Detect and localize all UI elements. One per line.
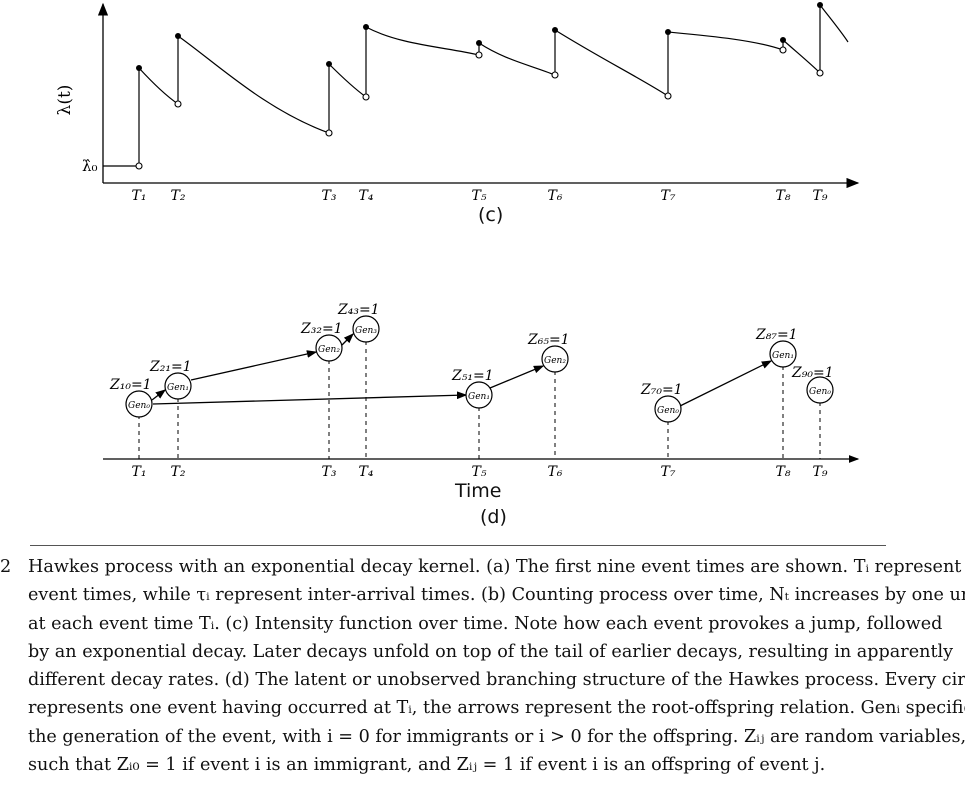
figure-number: 2 (0, 557, 12, 577)
event-nodes (125, 315, 834, 423)
d-tick-label-t1: T₁ (132, 464, 147, 480)
node-event-7 (654, 395, 682, 423)
panel-d-label: (d) (480, 506, 507, 528)
node-event-6 (541, 345, 569, 373)
gen-label-6: Gen₂ (544, 356, 566, 366)
caption-divider (30, 545, 886, 546)
generation-labels: Gen₀ Gen₁ Gen₂ Gen₃ Gen₁ Gen₂ Gen₀ Gen₁ … (128, 326, 831, 416)
caption-line-1: Hawkes process with an exponential decay… (28, 557, 962, 577)
panel-c-label: (c) (478, 204, 504, 226)
gen-label-5: Gen₁ (468, 392, 490, 402)
caption-line-2: event times, while τᵢ represent inter-ar… (28, 585, 965, 606)
baseline-label: λ̂₀ (82, 157, 98, 175)
z-label-1: Z₁₀=1 (109, 377, 152, 393)
time-axis-label: Time (455, 480, 502, 502)
gen-label-7: Gen₀ (657, 406, 679, 416)
tick-label-t5: T₅ (472, 188, 487, 204)
tick-label-t4: T₄ (359, 188, 374, 204)
z-label-3: Z₃₂=1 (300, 321, 343, 337)
node-event-1 (125, 390, 153, 418)
z-label-8: Z₈₇=1 (755, 327, 798, 343)
y-axis-label: λ(t) (55, 85, 75, 116)
pre-jump-markers (135, 46, 824, 170)
d-tick-label-t2: T₂ (171, 464, 186, 480)
node-event-9 (806, 376, 834, 404)
z-label-5: Z₅₁=1 (451, 368, 494, 384)
d-tick-label-t5: T₅ (472, 464, 487, 480)
offspring-arrows (151, 333, 773, 407)
node-event-2 (164, 372, 192, 400)
jump-markers (136, 2, 823, 71)
tick-label-t7: T₇ (661, 188, 676, 204)
dashed-drop-lines (138, 341, 821, 459)
caption-line-8: such that Zᵢ₀ = 1 if event i is an immig… (28, 755, 826, 776)
branching-diagram: Gen₀ Gen₁ Gen₂ Gen₃ Gen₁ Gen₂ Gen₀ Gen₁ … (103, 302, 860, 480)
tick-label-t6: T₆ (548, 188, 563, 204)
gen-label-4: Gen₃ (355, 326, 377, 336)
d-tick-label-t4: T₄ (359, 464, 374, 480)
tick-label-t9: T₉ (813, 188, 828, 204)
figure-caption: 2 Hawkes process with an exponential dec… (0, 553, 965, 779)
gen-label-2: Gen₁ (167, 383, 189, 393)
node-event-4 (352, 315, 380, 343)
gen-label-1: Gen₀ (128, 401, 150, 411)
z-label-4: Z₄₃=1 (337, 302, 380, 318)
caption-line-4: by an exponential decay. Later decays un… (28, 641, 954, 662)
d-tick-label-t3: T₃ (322, 464, 337, 480)
d-tick-label-t6: T₆ (548, 464, 563, 480)
branching-time-labels: T₁ T₂ T₃ T₄ T₅ T₆ T₇ T₈ T₉ (132, 464, 828, 480)
tick-label-t8: T₈ (776, 188, 791, 204)
z-labels: Z₁₀=1 Z₂₁=1 Z₃₂=1 Z₄₃=1 Z₅₁=1 Z₆₅=1 Z₇₀=… (109, 302, 834, 398)
d-tick-label-t8: T₈ (776, 464, 791, 480)
node-event-8 (769, 340, 797, 368)
intensity-curve (103, 3, 849, 167)
gen-label-8: Gen₁ (772, 351, 794, 361)
z-label-9: Z₉₀=1 (791, 365, 834, 381)
z-label-6: Z₆₅=1 (527, 332, 570, 348)
z-label-2: Z₂₁=1 (149, 359, 192, 375)
gen-label-9: Gen₀ (809, 387, 831, 397)
d-tick-label-t9: T₉ (813, 464, 828, 480)
caption-line-3: at each event time Tᵢ. (c) Intensity fun… (28, 613, 943, 634)
tick-label-t2: T₂ (171, 188, 186, 204)
node-event-5 (465, 381, 493, 409)
caption-line-5: different decay rates. (d) The latent or… (28, 670, 965, 691)
event-time-labels: T₁ T₂ T₃ T₄ T₅ T₆ T₇ T₈ T₉ (132, 188, 828, 204)
tick-label-t1: T₁ (132, 188, 147, 204)
caption-line-6: represents one event having occurred at … (28, 698, 965, 719)
tick-label-t3: T₃ (322, 188, 337, 204)
intensity-plot: λ(t) λ̂₀ T₁ T₂ T₃ T₄ T₅ T₆ T₇ T₈ T₉ (55, 2, 860, 204)
node-event-3 (315, 334, 343, 362)
z-label-7: Z₇₀=1 (640, 382, 683, 398)
gen-label-3: Gen₂ (318, 345, 340, 355)
caption-line-7: the generation of the event, with i = 0 … (28, 726, 965, 747)
d-tick-label-t7: T₇ (661, 464, 676, 480)
